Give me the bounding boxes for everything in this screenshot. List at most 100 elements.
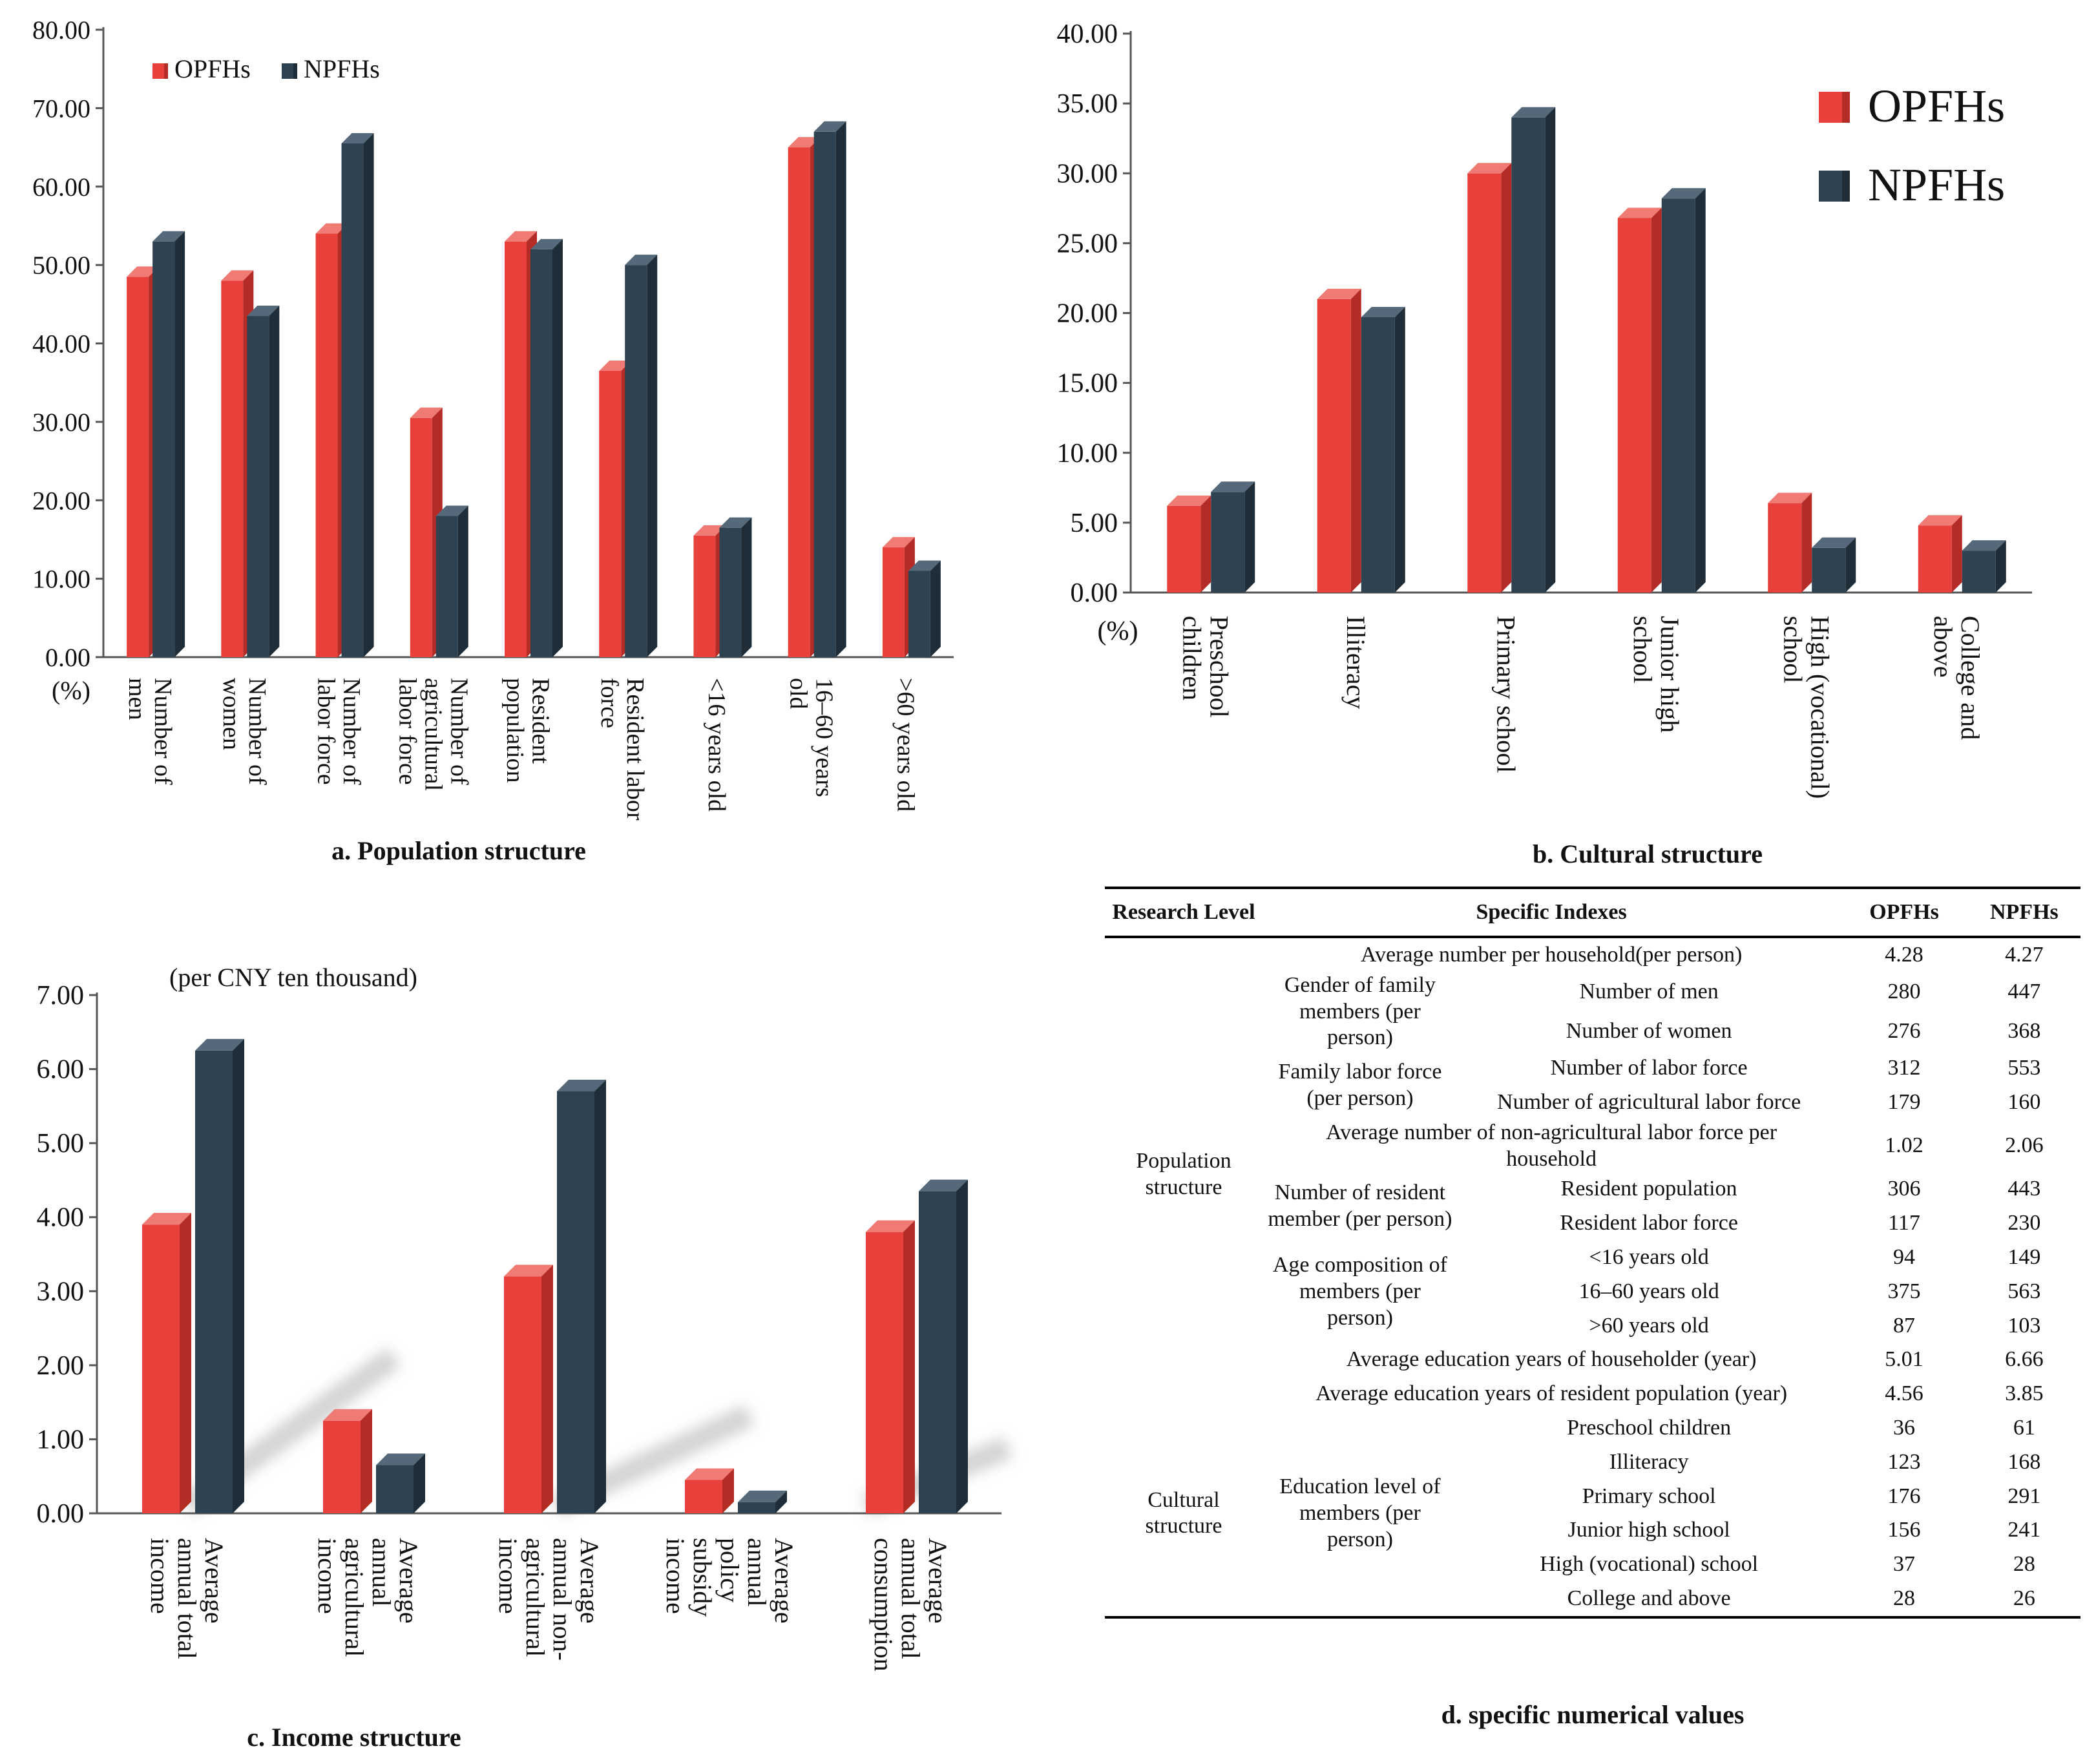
bar-opfh-3 [1617,207,1662,593]
bar-opfh-1-front [221,280,244,657]
row-opfh: 312 [1887,1056,1921,1080]
bar-opfh-2-front [504,1276,541,1513]
row-npfh: 291 [2007,1484,2041,1508]
y-tick-label: 80.00 [32,16,90,45]
row-opfh: 87 [1893,1313,1916,1338]
y-tick-label: 30.00 [32,408,90,437]
x-category-label: men [123,678,151,720]
y-tick-label: 5.00 [1071,509,1118,538]
bar-npfh-5-front [1962,551,1996,593]
x-category-label: Number of [445,678,472,785]
table-header-row: Research Level Specific Indexes OPFHs NP… [1105,888,2080,937]
bar-opfh-0 [1167,495,1211,593]
row-npfh: 6.66 [2005,1347,2044,1372]
legend-label-0: OPFHs [1868,80,2005,132]
bar-opfh-2 [504,1265,553,1513]
row-npfh: 28 [2013,1552,2035,1577]
bar-opfh-3-side [722,1468,734,1513]
x-category-label: annual [742,1538,771,1607]
y-tick-label: 30.00 [1057,159,1118,189]
group-cultural-structure: Cultural structure [1145,1487,1222,1538]
bar-npfh-1-top [1361,306,1405,317]
row-npfh: 3.85 [2005,1381,2044,1406]
row-opfh: 179 [1887,1089,1921,1114]
bar-opfh-2-top [1467,163,1512,174]
bar-opfh-1-side [361,1409,372,1513]
bar-opfh-5-front [599,370,622,657]
chart-title: a. Population structure [331,836,586,865]
x-category-label: above [1929,616,1958,678]
bar-npfh-0-side [1244,481,1255,593]
bar-opfh-1-top [1317,288,1361,299]
row-index: Junior high school [1567,1518,1730,1542]
bar-npfh-1-top [376,1453,425,1465]
row-opfh: 280 [1887,979,1921,1003]
group-gender: Gender of family members (per person) [1284,972,1436,1050]
bar-npfh-4-front [919,1191,956,1513]
bar-opfh-3-front [410,417,432,657]
row-npfh: 160 [2007,1089,2041,1114]
x-category-label: Junior high [1655,616,1684,733]
bar-npfh-0 [152,231,185,657]
bar-opfh-1-top [221,270,254,281]
bar-opfh-4-side [903,1220,915,1513]
row-index: College and above [1567,1586,1731,1610]
bar-opfh-1 [1317,288,1361,593]
row-index: <16 years old [1589,1244,1709,1269]
y-tick-label: 0.00 [1071,578,1118,608]
bar-opfh-2 [1467,163,1512,593]
y-tick-label: 6.00 [37,1055,85,1085]
y-tick-label: 3.00 [37,1277,85,1307]
x-category-label: old [784,678,812,709]
y-tick-label: 40.00 [1057,19,1118,49]
row-index: Resident labor force [1560,1211,1738,1235]
row-index: Average education years of resident popu… [1315,1381,1788,1406]
row-npfh: 103 [2007,1313,2041,1338]
row-index: Number of labor force [1550,1056,1748,1080]
bar-opfh-4-front [1768,503,1802,593]
row-npfh: 553 [2007,1056,2041,1080]
row-npfh: 168 [2007,1449,2041,1474]
bar-opfh-7-front [788,147,810,657]
bar-npfh-3-side [775,1490,787,1513]
x-category-label: 16–60 years [810,678,837,797]
bar-npfh-2-top [1511,107,1556,118]
x-category-label: annual [367,1538,396,1607]
table-row: College and above 28 26 [1105,1582,2080,1617]
table-title: d. specific numerical values [1441,1700,1745,1729]
bar-npfh-3-top [738,1490,787,1502]
row-npfh: 4.27 [2005,943,2044,967]
row-index: Illiteracy [1609,1449,1689,1474]
row-npfh: 61 [2013,1415,2035,1440]
header-research-level: Research Level [1112,900,1255,924]
bar-npfh-0-side [174,231,185,657]
bar-opfh-0 [142,1213,191,1513]
bar-npfh-3-front [738,1502,775,1513]
table-row: Number of resident member (per person) R… [1105,1172,2080,1231]
bar-opfh-2-top [315,223,348,234]
row-npfh: 149 [2007,1244,2041,1269]
table-row: Resident labor force 117 230 [1105,1206,2080,1241]
y-axis-label: (%) [1098,616,1138,646]
x-category-label: Average [575,1538,604,1624]
x-category-label: income [661,1538,690,1614]
x-category-label: agricultural [521,1538,550,1657]
bar-opfh-0-top [127,266,160,277]
row-index: Average education years of householder (… [1346,1347,1757,1372]
bar-opfh-0-front [127,277,149,657]
group-population-structure: Population structure [1136,1149,1231,1199]
bar-npfh-3-side [457,505,468,657]
row-opfh: 4.28 [1885,943,1923,967]
bar-opfh-4-top [505,231,537,242]
bar-npfh-7-side [835,121,846,658]
x-category-label: Average [394,1538,423,1624]
bar-opfh-2-side [1501,163,1512,593]
bar-opfh-3 [685,1468,734,1513]
table-row: High (vocational) school 37 28 [1105,1548,2080,1582]
x-category-label: subsidy [688,1538,717,1617]
bar-npfh-3 [1661,188,1706,593]
row-npfh: 230 [2007,1211,2041,1235]
row-npfh: 241 [2007,1518,2041,1542]
y-tick-label: 35.00 [1057,89,1118,119]
bar-npfh-3-front [435,516,458,657]
